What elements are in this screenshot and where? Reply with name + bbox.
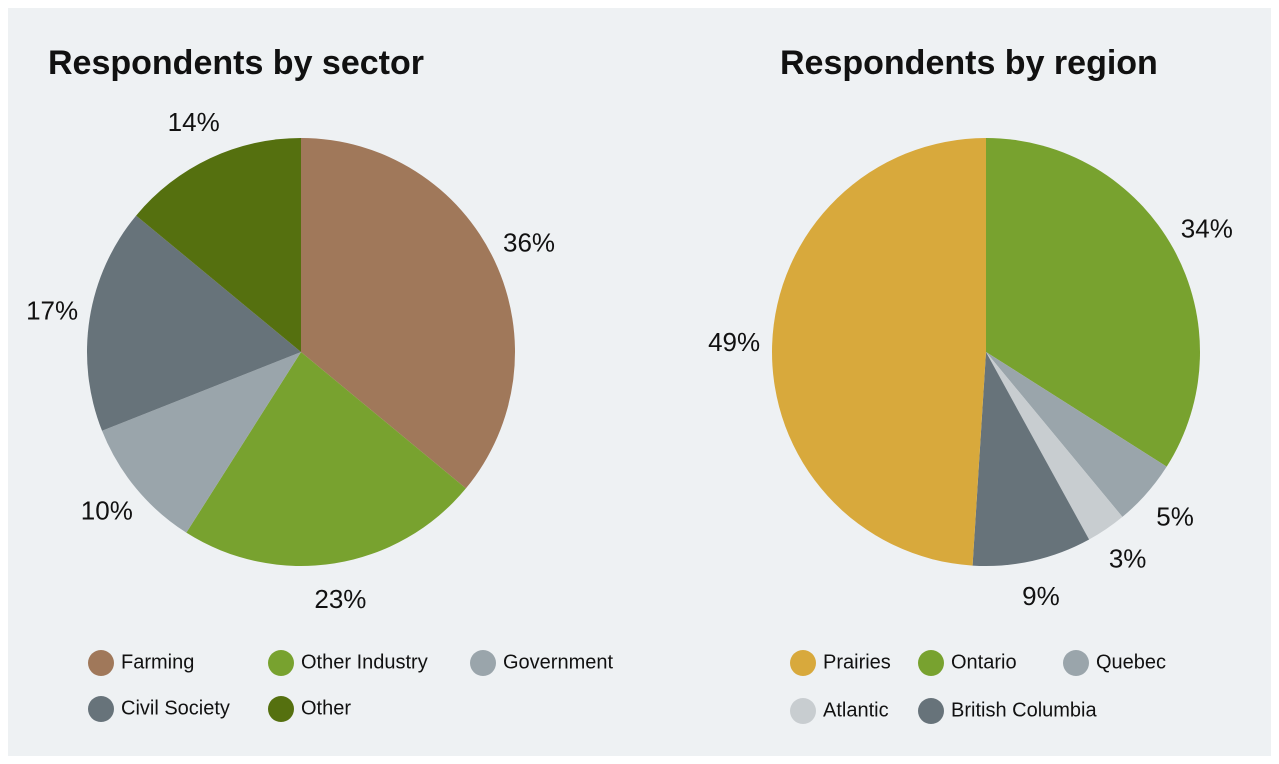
- data-label: 5%: [1156, 502, 1194, 532]
- legend-label: Ontario: [951, 651, 1017, 673]
- chart-title: Respondents by sector: [48, 44, 424, 82]
- legend-swatch: [790, 650, 816, 676]
- legend-swatch: [268, 696, 294, 722]
- legend-swatch: [790, 698, 816, 724]
- legend-swatch: [1063, 650, 1089, 676]
- legend-label: Government: [503, 651, 613, 673]
- pie-slice: [986, 138, 1200, 467]
- legend-label: Farming: [121, 651, 194, 673]
- pie-slice: [986, 352, 1123, 540]
- legend-swatch: [470, 650, 496, 676]
- legend-label: Prairies: [823, 651, 891, 673]
- legend-label: Civil Society: [121, 697, 230, 719]
- data-label: 9%: [1022, 581, 1060, 611]
- legend-swatch: [918, 650, 944, 676]
- pie-slice: [186, 352, 466, 566]
- pie-slice: [972, 352, 1090, 566]
- data-label: 23%: [314, 584, 366, 614]
- legend-swatch: [268, 650, 294, 676]
- legend-label: Atlantic: [823, 699, 889, 721]
- data-label: 17%: [26, 295, 78, 325]
- legend-swatch: [88, 650, 114, 676]
- data-label: 10%: [81, 496, 133, 526]
- legend-swatch: [918, 698, 944, 724]
- pie-slice: [136, 138, 301, 352]
- data-label: 36%: [503, 228, 555, 258]
- data-label: 49%: [708, 327, 760, 357]
- data-label: 3%: [1109, 543, 1147, 573]
- chart-title: Respondents by region: [780, 44, 1158, 82]
- pie-slice: [301, 138, 515, 489]
- legend-label: British Columbia: [951, 699, 1097, 721]
- legend-label: Quebec: [1096, 651, 1166, 673]
- pie-slice: [772, 138, 986, 566]
- legend-swatch: [88, 696, 114, 722]
- legend-label: Other: [301, 697, 351, 719]
- pie-slice: [102, 352, 301, 533]
- pie-slice: [986, 352, 1167, 517]
- data-label: 34%: [1181, 213, 1233, 243]
- data-label: 14%: [168, 107, 220, 137]
- pie-slice: [87, 215, 302, 431]
- legend-label: Other Industry: [301, 651, 428, 673]
